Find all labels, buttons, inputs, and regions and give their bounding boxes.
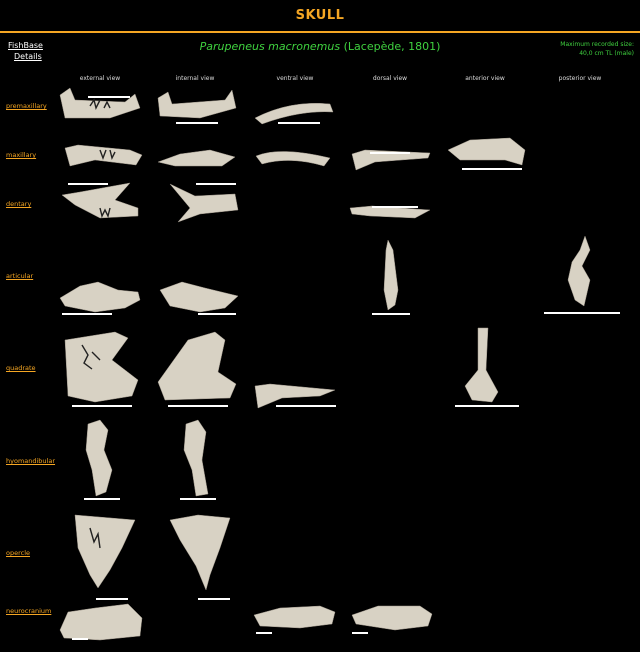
scale-bar — [198, 598, 230, 600]
premaxillary-ventral-image — [254, 103, 334, 125]
col-dorsal-view: dorsal view — [372, 75, 408, 82]
col-anterior-view: anterior view — [465, 75, 505, 82]
specimen-marking — [89, 98, 111, 111]
neurocranium-external-image — [59, 603, 143, 641]
opercle-internal-image — [169, 514, 231, 591]
species-author: (Lacepède, 1801) — [340, 40, 441, 53]
scale-bar — [196, 183, 236, 185]
scale-bar — [372, 206, 418, 208]
scale-bar — [84, 498, 120, 500]
hyomandibular-external-image — [85, 419, 113, 497]
row-articular[interactable]: articular — [6, 272, 34, 280]
maxillary-ventral-image — [255, 151, 331, 167]
maxillary-dorsal-image — [351, 149, 431, 171]
quadrate-internal-image — [157, 331, 237, 401]
scale-bar — [462, 168, 522, 170]
premaxillary-external-image — [59, 87, 141, 119]
maxillary-anterior-image — [447, 137, 526, 166]
fishbase-label[interactable]: FishBase — [8, 41, 43, 50]
specimen-marking — [81, 344, 101, 370]
max-size-value: 40,0 cm TL (male) — [579, 50, 634, 57]
scale-bar — [180, 498, 216, 500]
row-premaxillary[interactable]: premaxillary — [6, 102, 47, 110]
fishbase-details-link[interactable]: FishBase Details — [8, 40, 43, 62]
premaxillary-internal-image — [157, 89, 237, 119]
scale-bar — [168, 405, 228, 407]
specimen-marking — [89, 527, 101, 549]
scale-bar — [544, 312, 620, 314]
species-name: Parupeneus macronemus — [199, 40, 341, 53]
scale-bar — [256, 632, 272, 634]
maxillary-internal-image — [157, 149, 236, 167]
scale-bar — [96, 598, 128, 600]
details-label[interactable]: Details — [14, 52, 42, 61]
scale-bar — [372, 313, 410, 315]
articular-dorsal-image — [383, 239, 399, 311]
quadrate-external-image — [64, 331, 139, 403]
row-opercle[interactable]: opercle — [6, 549, 31, 557]
scale-bar — [276, 405, 336, 407]
scale-bar — [278, 122, 320, 124]
scale-bar — [88, 96, 130, 98]
scale-bar — [198, 313, 236, 315]
page-title: SKULL — [295, 8, 345, 23]
scale-bar — [176, 122, 218, 124]
row-neurocranium[interactable]: neurocranium — [6, 607, 52, 615]
row-quadrate[interactable]: quadrate — [6, 364, 36, 372]
quadrate-anterior-image — [464, 327, 499, 403]
col-posterior-view: posterior view — [558, 75, 602, 82]
scale-bar — [455, 405, 519, 407]
row-hyomandibular[interactable]: hyomandibular — [6, 457, 56, 465]
max-size-info: Maximum recorded size: 40,0 cm TL (male) — [560, 40, 634, 58]
articular-external-image — [59, 281, 141, 313]
title-divider — [0, 31, 640, 33]
specimen-marking — [99, 149, 116, 161]
col-internal-view: internal view — [175, 75, 215, 82]
articular-posterior-image — [567, 235, 591, 307]
dentary-internal-image — [169, 183, 239, 223]
scale-bar — [62, 313, 112, 315]
scale-bar — [72, 638, 88, 640]
opercle-external-image — [74, 514, 136, 589]
neurocranium-dorsal-image — [351, 605, 433, 631]
species-title: Parupeneus macronemus (Lacepède, 1801) — [150, 40, 490, 53]
neurocranium-ventral-image — [253, 605, 336, 629]
scale-bar — [352, 632, 368, 634]
specimen-marking — [99, 207, 111, 219]
scale-bar — [370, 152, 410, 154]
hyomandibular-internal-image — [183, 419, 209, 497]
row-dentary[interactable]: dentary — [6, 200, 32, 208]
quadrate-ventral-image — [254, 383, 336, 409]
col-ventral-view: ventral view — [276, 75, 314, 82]
dentary-external-image — [61, 182, 139, 219]
col-external-view: external view — [79, 75, 121, 82]
scale-bar — [72, 405, 132, 407]
articular-internal-image — [159, 281, 239, 313]
row-maxillary[interactable]: maxillary — [6, 151, 37, 159]
scale-bar — [68, 183, 108, 185]
max-size-label: Maximum recorded size: — [560, 41, 634, 48]
